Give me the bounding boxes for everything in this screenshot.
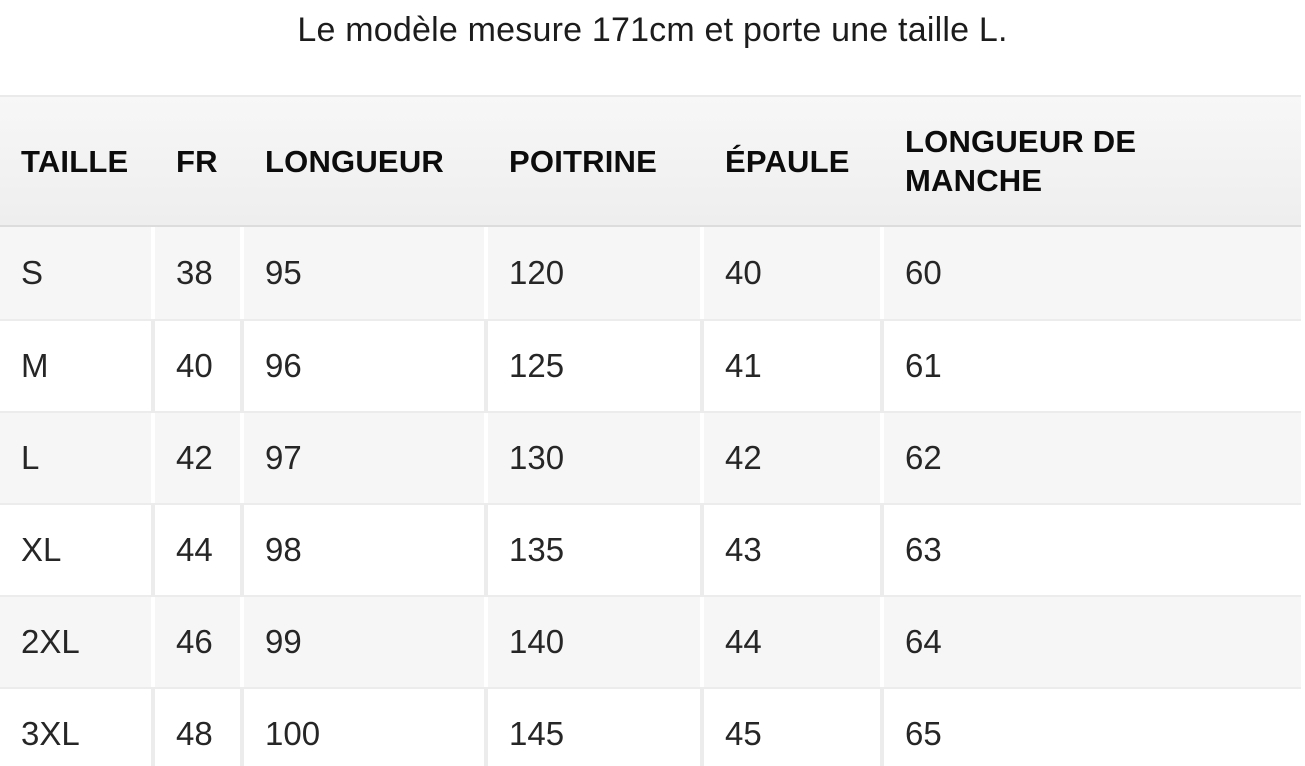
column-header-longueur: LONGUEUR <box>244 142 488 181</box>
table-cell-taille-3xl: 3XL <box>0 689 155 766</box>
column-header-epaule-label: ÉPAULE <box>725 143 850 179</box>
column-header-longueur-de-manche-label: LONGUEUR DE MANCHE <box>905 124 1137 198</box>
column-header-taille-label: TAILLE <box>21 143 129 179</box>
table-cell-poitrine-l: 130 <box>488 413 704 503</box>
table-cell-value: 40 <box>176 347 213 384</box>
table-cell-poitrine-s: 120 <box>488 227 704 319</box>
table-row-l: L 42 97 130 42 62 <box>0 411 1301 503</box>
table-cell-fr-xl: 44 <box>155 505 244 595</box>
table-cell-longueur-xl: 98 <box>244 505 488 595</box>
table-cell-fr-3xl: 48 <box>155 689 244 766</box>
column-header-poitrine-label: POITRINE <box>509 143 658 179</box>
table-cell-value: 44 <box>176 531 213 568</box>
table-cell-value: 96 <box>265 347 302 384</box>
table-cell-value: 61 <box>905 347 942 384</box>
table-cell-longueur-s: 95 <box>244 227 488 319</box>
table-cell-fr-s: 38 <box>155 227 244 319</box>
table-cell-value: 65 <box>905 715 942 752</box>
table-cell-epaule-s: 40 <box>704 227 884 319</box>
table-cell-value: 125 <box>509 347 565 384</box>
table-cell-value: 2XL <box>21 623 80 660</box>
table-cell-longueur-3xl: 100 <box>244 689 488 766</box>
table-cell-poitrine-xl: 135 <box>488 505 704 595</box>
table-cell-value: 38 <box>176 254 213 291</box>
table-cell-fr-m: 40 <box>155 321 244 411</box>
table-cell-value: 48 <box>176 715 213 752</box>
table-cell-taille-m: M <box>0 321 155 411</box>
table-cell-longueur-de-manche-l: 62 <box>884 413 1301 503</box>
table-cell-value: 45 <box>725 715 762 752</box>
table-row-2xl: 2XL 46 99 140 44 64 <box>0 595 1301 687</box>
table-cell-taille-s: S <box>0 227 155 319</box>
table-cell-value: 64 <box>905 623 942 660</box>
table-cell-value: 43 <box>725 531 762 568</box>
table-cell-value: M <box>21 347 49 384</box>
table-cell-value: 130 <box>509 439 565 476</box>
column-header-fr: FR <box>155 142 244 181</box>
table-cell-value: 40 <box>725 254 762 291</box>
table-cell-value: L <box>21 439 40 476</box>
column-header-longueur-label: LONGUEUR <box>265 143 444 179</box>
table-cell-longueur-de-manche-3xl: 65 <box>884 689 1301 766</box>
column-header-fr-label: FR <box>176 143 218 179</box>
table-cell-value: 44 <box>725 623 762 660</box>
table-cell-fr-l: 42 <box>155 413 244 503</box>
table-cell-value: S <box>21 254 44 291</box>
table-cell-value: 41 <box>725 347 762 384</box>
model-size-note-text: Le modèle mesure 171cm et porte une tail… <box>297 11 1008 49</box>
table-cell-value: 99 <box>265 623 302 660</box>
table-cell-value: 60 <box>905 254 942 291</box>
model-size-note: Le modèle mesure 171cm et porte une tail… <box>0 0 1305 95</box>
size-chart-table: TAILLE FR LONGUEUR POITRINE ÉPAULE LONGU… <box>0 95 1301 766</box>
column-header-longueur-de-manche: LONGUEUR DE MANCHE <box>884 122 1301 200</box>
table-cell-longueur-l: 97 <box>244 413 488 503</box>
table-cell-value: 42 <box>176 439 213 476</box>
table-cell-longueur-m: 96 <box>244 321 488 411</box>
table-cell-longueur-de-manche-s: 60 <box>884 227 1301 319</box>
table-row-xl: XL 44 98 135 43 63 <box>0 503 1301 595</box>
table-cell-longueur-de-manche-xl: 63 <box>884 505 1301 595</box>
table-cell-longueur-de-manche-2xl: 64 <box>884 597 1301 687</box>
table-cell-taille-l: L <box>0 413 155 503</box>
table-body: S 38 95 120 40 60 M 40 96 125 41 61 L 42 97 130 42 62 XL 44… <box>0 227 1301 766</box>
table-cell-value: 95 <box>265 254 302 291</box>
table-cell-fr-2xl: 46 <box>155 597 244 687</box>
table-cell-value: 140 <box>509 623 565 660</box>
table-cell-value: 46 <box>176 623 213 660</box>
table-row-m: M 40 96 125 41 61 <box>0 319 1301 411</box>
table-header-row: TAILLE FR LONGUEUR POITRINE ÉPAULE LONGU… <box>0 95 1301 227</box>
table-cell-taille-xl: XL <box>0 505 155 595</box>
table-cell-value: 145 <box>509 715 565 752</box>
table-cell-value: XL <box>21 531 62 568</box>
table-cell-poitrine-3xl: 145 <box>488 689 704 766</box>
table-cell-value: 97 <box>265 439 302 476</box>
table-cell-longueur-2xl: 99 <box>244 597 488 687</box>
table-cell-value: 42 <box>725 439 762 476</box>
table-cell-value: 63 <box>905 531 942 568</box>
table-row-s: S 38 95 120 40 60 <box>0 227 1301 319</box>
table-cell-value: 3XL <box>21 715 80 752</box>
column-header-epaule: ÉPAULE <box>704 142 884 181</box>
table-cell-epaule-m: 41 <box>704 321 884 411</box>
table-cell-longueur-de-manche-m: 61 <box>884 321 1301 411</box>
table-cell-value: 135 <box>509 531 565 568</box>
table-cell-epaule-xl: 43 <box>704 505 884 595</box>
table-cell-epaule-l: 42 <box>704 413 884 503</box>
table-row-3xl: 3XL 48 100 145 45 65 <box>0 687 1301 766</box>
table-cell-value: 120 <box>509 254 565 291</box>
table-cell-value: 62 <box>905 439 942 476</box>
table-cell-value: 100 <box>265 715 321 752</box>
table-cell-taille-2xl: 2XL <box>0 597 155 687</box>
table-cell-epaule-2xl: 44 <box>704 597 884 687</box>
column-header-poitrine: POITRINE <box>488 142 704 181</box>
table-cell-poitrine-2xl: 140 <box>488 597 704 687</box>
column-header-taille: TAILLE <box>0 142 155 181</box>
table-cell-value: 98 <box>265 531 302 568</box>
table-cell-epaule-3xl: 45 <box>704 689 884 766</box>
table-cell-poitrine-m: 125 <box>488 321 704 411</box>
